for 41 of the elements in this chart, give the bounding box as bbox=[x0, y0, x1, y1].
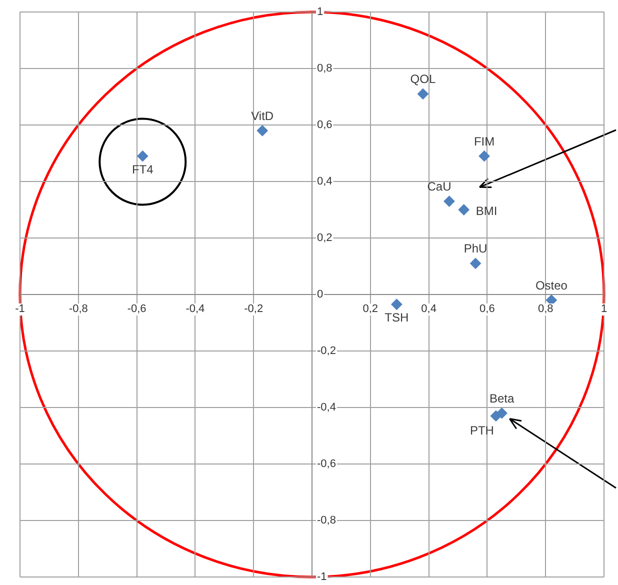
y-tick-label: 0,4 bbox=[317, 176, 332, 188]
x-tick-label: -0,8 bbox=[68, 303, 88, 316]
series-label: BMI bbox=[476, 204, 498, 218]
x-tick-label: 0,4 bbox=[421, 303, 436, 316]
x-tick-label: 0,6 bbox=[480, 303, 495, 316]
point bbox=[496, 408, 508, 419]
y-tick-label: -0,4 bbox=[317, 402, 336, 414]
series-label: CaU bbox=[427, 180, 452, 194]
point bbox=[458, 204, 470, 216]
y-tick-label: 0,6 bbox=[317, 119, 332, 132]
y-tick-label: 1 bbox=[317, 6, 324, 18]
series-label: PhU bbox=[464, 242, 488, 256]
series-label: PTH bbox=[470, 423, 494, 438]
x-tick-label: -0,6 bbox=[127, 303, 146, 316]
y-tick-label: -0,6 bbox=[317, 458, 336, 470]
point bbox=[137, 150, 148, 162]
y-tick-label: -0,8 bbox=[317, 514, 336, 527]
point bbox=[444, 196, 455, 207]
x-tick-label: -1 bbox=[15, 303, 25, 316]
point bbox=[417, 88, 428, 100]
x-tick-label: -0,4 bbox=[186, 303, 205, 316]
x-tick-label: 0,2 bbox=[362, 303, 378, 316]
y-tick-label: 0 bbox=[317, 288, 324, 301]
x-tick-label: -0,2 bbox=[244, 303, 264, 316]
series-label: Beta bbox=[489, 391, 514, 406]
series-label: TSH bbox=[384, 310, 409, 325]
x-tick-label: 0,8 bbox=[538, 303, 554, 316]
y-tick-label: 0,2 bbox=[317, 232, 332, 244]
series-label: FT4 bbox=[132, 162, 154, 176]
series-label: QOL bbox=[410, 72, 436, 86]
series-label: VitD bbox=[251, 108, 274, 123]
series-label: FIM bbox=[474, 134, 495, 148]
point bbox=[391, 298, 402, 310]
y-tick-label: -0,2 bbox=[317, 345, 336, 358]
point bbox=[478, 150, 490, 162]
series-label: Osteo bbox=[535, 278, 568, 292]
y-tick-label: 0,8 bbox=[317, 62, 332, 75]
x-tick-label: 1 bbox=[600, 303, 608, 316]
point bbox=[470, 258, 482, 269]
point bbox=[256, 125, 268, 136]
y-tick-label: -1 bbox=[317, 571, 327, 584]
